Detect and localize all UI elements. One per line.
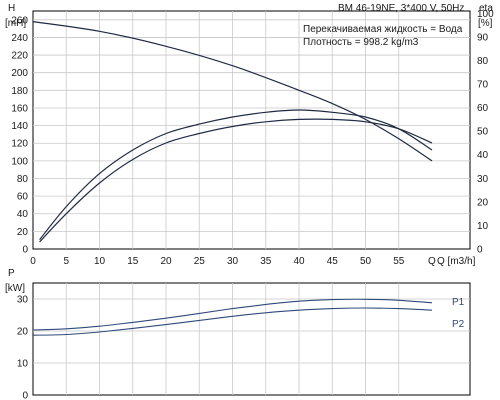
eta-tick-label: 50 <box>477 127 489 138</box>
p-axis-title: P <box>8 268 15 279</box>
x-tick-label: 55 <box>393 256 405 267</box>
eta-tick-label: 90 <box>477 32 489 43</box>
x-tick-label: 35 <box>260 256 272 267</box>
q-axis-end-label: Q <box>428 256 436 267</box>
eta-tick-label: 70 <box>477 80 489 91</box>
h-tick-label: 200 <box>11 68 28 79</box>
efficiency-curve-2 <box>39 118 433 243</box>
bottom-plot-frame <box>32 282 471 396</box>
q-axis-unit: Q [m3/h] <box>437 256 476 267</box>
h-tick-label: 260 <box>11 15 28 26</box>
p-tick-label: 30 <box>17 295 29 306</box>
series-label-p1: P1 <box>452 297 465 308</box>
x-tick-label: 10 <box>94 256 106 267</box>
info-line-liquid: Перекачиваемая жидкость = Вода <box>303 24 463 35</box>
h-tick-label: 160 <box>11 103 28 114</box>
eta-axis-title: eta <box>479 3 493 14</box>
h-tick-label: 140 <box>11 121 28 132</box>
p-tick-label: 20 <box>17 327 29 338</box>
power-curve-p1 <box>32 298 433 331</box>
h-tick-label: 240 <box>11 33 28 44</box>
h-tick-label: 40 <box>17 209 29 220</box>
h-tick-label: 0 <box>22 245 28 256</box>
power-plot: 0 10 20 30 P1 P2 P [kW] <box>5 268 471 400</box>
efficiency-curve-1 <box>39 109 433 240</box>
h-tick-label: 220 <box>11 51 28 62</box>
h-tick-label: 100 <box>11 156 28 167</box>
h-tick-label: 60 <box>17 192 29 203</box>
top-plot-frame <box>32 10 471 250</box>
p-tick-label: 0 <box>22 391 28 400</box>
eta-tick-label: 100 <box>477 9 494 20</box>
p-axis-unit: [kW] <box>5 283 25 294</box>
x-tick-label: 45 <box>327 256 339 267</box>
x-tick-label: 20 <box>160 256 172 267</box>
eta-tick-label: 60 <box>477 103 489 114</box>
eta-tick-label: 80 <box>477 56 489 67</box>
x-tick-label: 25 <box>194 256 206 267</box>
x-tick-label: 0 <box>30 256 36 267</box>
info-line-model: BM 46-19NE, 3*400 V, 50Hz <box>338 3 464 14</box>
h-tick-label: 20 <box>17 227 29 238</box>
head-curve <box>32 21 433 162</box>
head-efficiency-plot: 0 5 10 15 20 25 30 35 40 45 50 55020406080100120140… <box>5 3 494 267</box>
h-axis-unit: [mH] <box>5 18 26 29</box>
x-tick-label: 50 <box>360 256 372 267</box>
x-tick-label: 30 <box>227 256 239 267</box>
eta-tick-label: 30 <box>477 174 489 185</box>
eta-axis-unit: [%] <box>478 18 493 29</box>
power-curve-p2 <box>32 307 433 336</box>
x-tick-label: 40 <box>293 256 305 267</box>
h-tick-label: 180 <box>11 86 28 97</box>
x-tick-label: 5 <box>63 256 69 267</box>
p-tick-label: 10 <box>17 359 29 370</box>
eta-tick-label: 0 <box>477 245 483 256</box>
h-axis-title: H <box>8 3 15 14</box>
eta-tick-label: 40 <box>477 150 489 161</box>
info-line-density: Плотность = 998.2 kg/m3 <box>303 37 419 48</box>
h-tick-label: 120 <box>11 139 28 150</box>
eta-tick-label: 20 <box>477 197 489 208</box>
series-label-p2: P2 <box>452 319 465 330</box>
h-tick-label: 80 <box>17 174 29 185</box>
x-tick-label: 15 <box>127 256 139 267</box>
eta-tick-label: 10 <box>477 221 489 232</box>
